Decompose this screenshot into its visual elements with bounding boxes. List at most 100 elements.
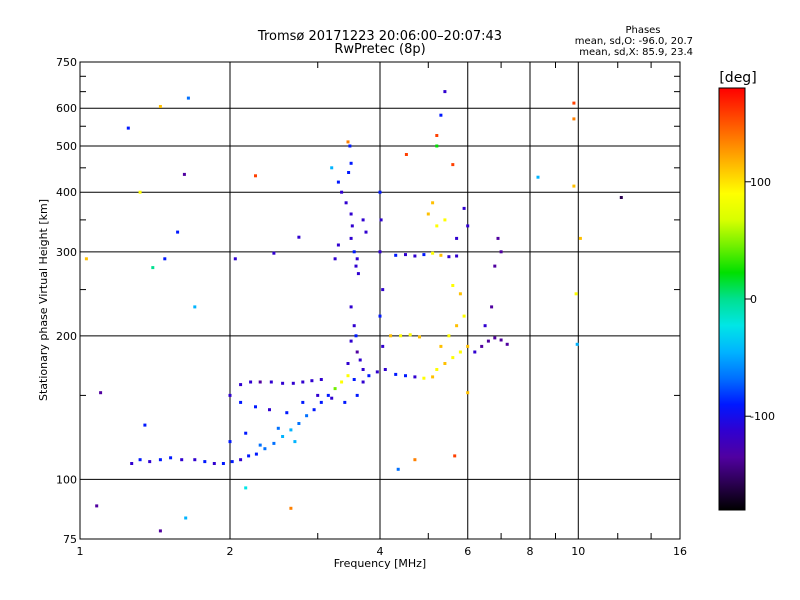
data-point [184,516,188,520]
data-point [413,458,417,462]
data-point [361,368,365,371]
data-point [281,435,285,438]
data-point [413,375,417,379]
data-point [447,255,451,259]
data-point [336,180,340,184]
data-point [319,378,323,381]
data-point [378,314,382,318]
data-point [364,230,368,234]
data-point [443,362,447,365]
data-point [439,344,443,348]
data-point [379,218,383,222]
data-point [396,467,400,471]
y-tick-label: 400 [56,186,77,199]
x-axis-label: Frequency [MHz] [334,557,426,570]
data-point [276,426,280,430]
data-point [413,254,417,258]
data-point [163,257,167,261]
data-point [435,134,439,137]
data-point [378,250,382,254]
data-point [126,126,130,130]
data-point [451,356,455,360]
data-point [348,144,352,148]
data-point [361,380,365,384]
data-point [148,460,152,464]
data-point [289,506,293,510]
data-point [186,96,190,100]
data-point [247,454,251,458]
data-point [496,236,500,240]
data-point [239,383,243,387]
data-points [84,90,623,533]
y-tick-label: 600 [56,102,77,115]
data-point [244,486,248,490]
x-tick-label: 10 [571,545,585,558]
data-point [383,368,387,371]
data-point [493,336,497,340]
x-tick-label: 8 [527,545,534,558]
data-point [431,251,435,255]
data-point [239,458,243,462]
data-point [350,224,354,228]
data-point [354,264,358,268]
data-point [505,342,509,346]
data-point [138,190,142,194]
data-point [455,254,459,258]
data-point [486,339,490,343]
data-point [349,161,353,165]
data-point [426,212,430,216]
x-axis: 1 2 4 6 8 10 16 [77,62,687,558]
data-point [347,171,351,174]
data-point [316,393,320,397]
plot-frame [79,61,681,540]
data-point [355,393,359,397]
data-point [263,447,267,451]
colorbar-label: [deg] [719,70,756,86]
data-point [182,172,186,176]
data-point [291,381,295,385]
data-point [254,452,258,456]
data-point [268,408,271,412]
data-point [228,440,232,444]
data-point [233,257,237,261]
data-point [158,105,162,108]
data-point [394,372,398,376]
data-point [455,324,459,328]
data-point [212,462,216,465]
data-point [389,334,393,338]
data-point [435,224,439,228]
x-tick-label: 2 [227,545,234,558]
data-point [272,441,276,445]
data-point [326,393,330,397]
data-point [356,272,360,276]
data-point [480,344,484,348]
data-point [499,250,503,254]
y-axis-label: Stationary phase Virtual Height [km] [37,199,50,401]
data-point [352,378,356,381]
data-point [349,212,353,216]
data-point [435,144,439,148]
data-point [361,218,365,222]
x-tick-label: 4 [377,545,384,558]
data-point [340,380,344,384]
data-point [422,253,426,257]
data-point [439,113,443,117]
data-point [349,339,353,343]
data-point [130,462,134,465]
data-point [301,380,305,384]
data-point [493,264,497,268]
data-point [354,334,358,338]
data-point [169,456,173,460]
data-point [285,411,289,415]
data-point [418,335,421,339]
data-point [466,224,470,228]
colorbar-ticks: 100 0 -100 [745,176,775,423]
colorbar-tick-label: 100 [750,176,771,189]
data-point [343,400,347,404]
data-point [138,458,142,462]
data-point [143,423,147,427]
data-point [490,305,494,309]
data-point [572,184,576,188]
data-point [473,350,477,354]
data-point [249,380,253,384]
